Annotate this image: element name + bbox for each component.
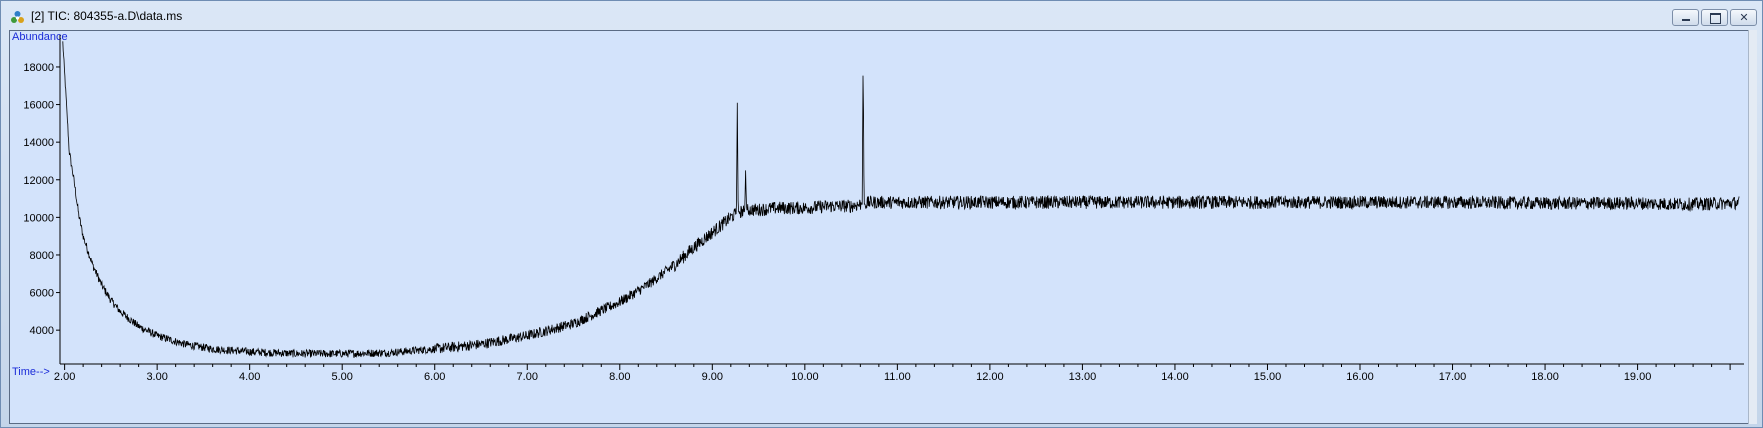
y-tick-label: 18000 — [23, 62, 54, 74]
close-button[interactable]: ✕ — [1730, 9, 1757, 26]
maximize-button[interactable] — [1701, 9, 1728, 26]
x-axis-ticks: 2.00 3.00 4.00 5.00 6.00 7.00 8.00 9.00 10.00 11.… — [54, 364, 1731, 383]
y-tick-label: 4000 — [30, 325, 54, 337]
y-tick-label: 6000 — [30, 288, 54, 300]
x-tick-label: 16.00 — [1346, 371, 1374, 383]
x-tick-label: 17.00 — [1439, 371, 1467, 383]
y-tick-label: 16000 — [23, 100, 54, 112]
x-tick-label: 7.00 — [517, 371, 538, 383]
x-tick-label: 19.00 — [1624, 371, 1652, 383]
x-tick-label: 14.00 — [1161, 371, 1189, 383]
x-tick-label: 13.00 — [1069, 371, 1097, 383]
minimize-button[interactable] — [1672, 9, 1699, 26]
x-tick-label: 8.00 — [609, 371, 630, 383]
y-axis-label: Abundance — [12, 31, 68, 43]
vertical-scrollbar[interactable] — [1748, 30, 1757, 424]
y-tick-label: 10000 — [23, 212, 54, 224]
x-tick-label: 15.00 — [1254, 371, 1282, 383]
x-tick-label: 9.00 — [702, 371, 723, 383]
x-tick-label: 6.00 — [424, 371, 445, 383]
restore-icon — [1710, 13, 1721, 24]
x-tick-label: 12.00 — [976, 371, 1004, 383]
x-tick-label: 2.00 — [54, 371, 75, 383]
x-tick-label: 5.00 — [331, 371, 352, 383]
x-tick-label: 3.00 — [146, 371, 167, 383]
window-title: [2] TIC: 804355-a.D\data.ms — [31, 9, 183, 23]
y-tick-label: 14000 — [23, 137, 54, 149]
title-bar[interactable]: [2] TIC: 804355-a.D\data.ms ✕ — [1, 1, 1762, 29]
tic-trace-line — [62, 41, 1740, 358]
x-tick-label: 18.00 — [1531, 371, 1559, 383]
y-tick-label: 8000 — [30, 250, 54, 262]
plot-area[interactable]: Abundance Time--> 4000 6000 8000 10000 12000… — [9, 30, 1755, 424]
y-axis-ticks: 4000 6000 8000 10000 12000 14000 16000 18000 — [23, 62, 60, 337]
chemstation-app-icon — [11, 11, 24, 23]
tic-chromatogram-chart: Abundance Time--> 4000 6000 8000 10000 12000… — [12, 31, 1744, 383]
minimize-icon — [1682, 19, 1690, 21]
x-tick-label: 4.00 — [239, 371, 260, 383]
x-tick-label: 10.00 — [791, 371, 819, 383]
close-icon: ✕ — [1739, 11, 1749, 24]
x-axis-label: Time--> — [12, 366, 50, 378]
y-tick-label: 12000 — [23, 175, 54, 187]
x-tick-label: 11.00 — [884, 371, 911, 383]
